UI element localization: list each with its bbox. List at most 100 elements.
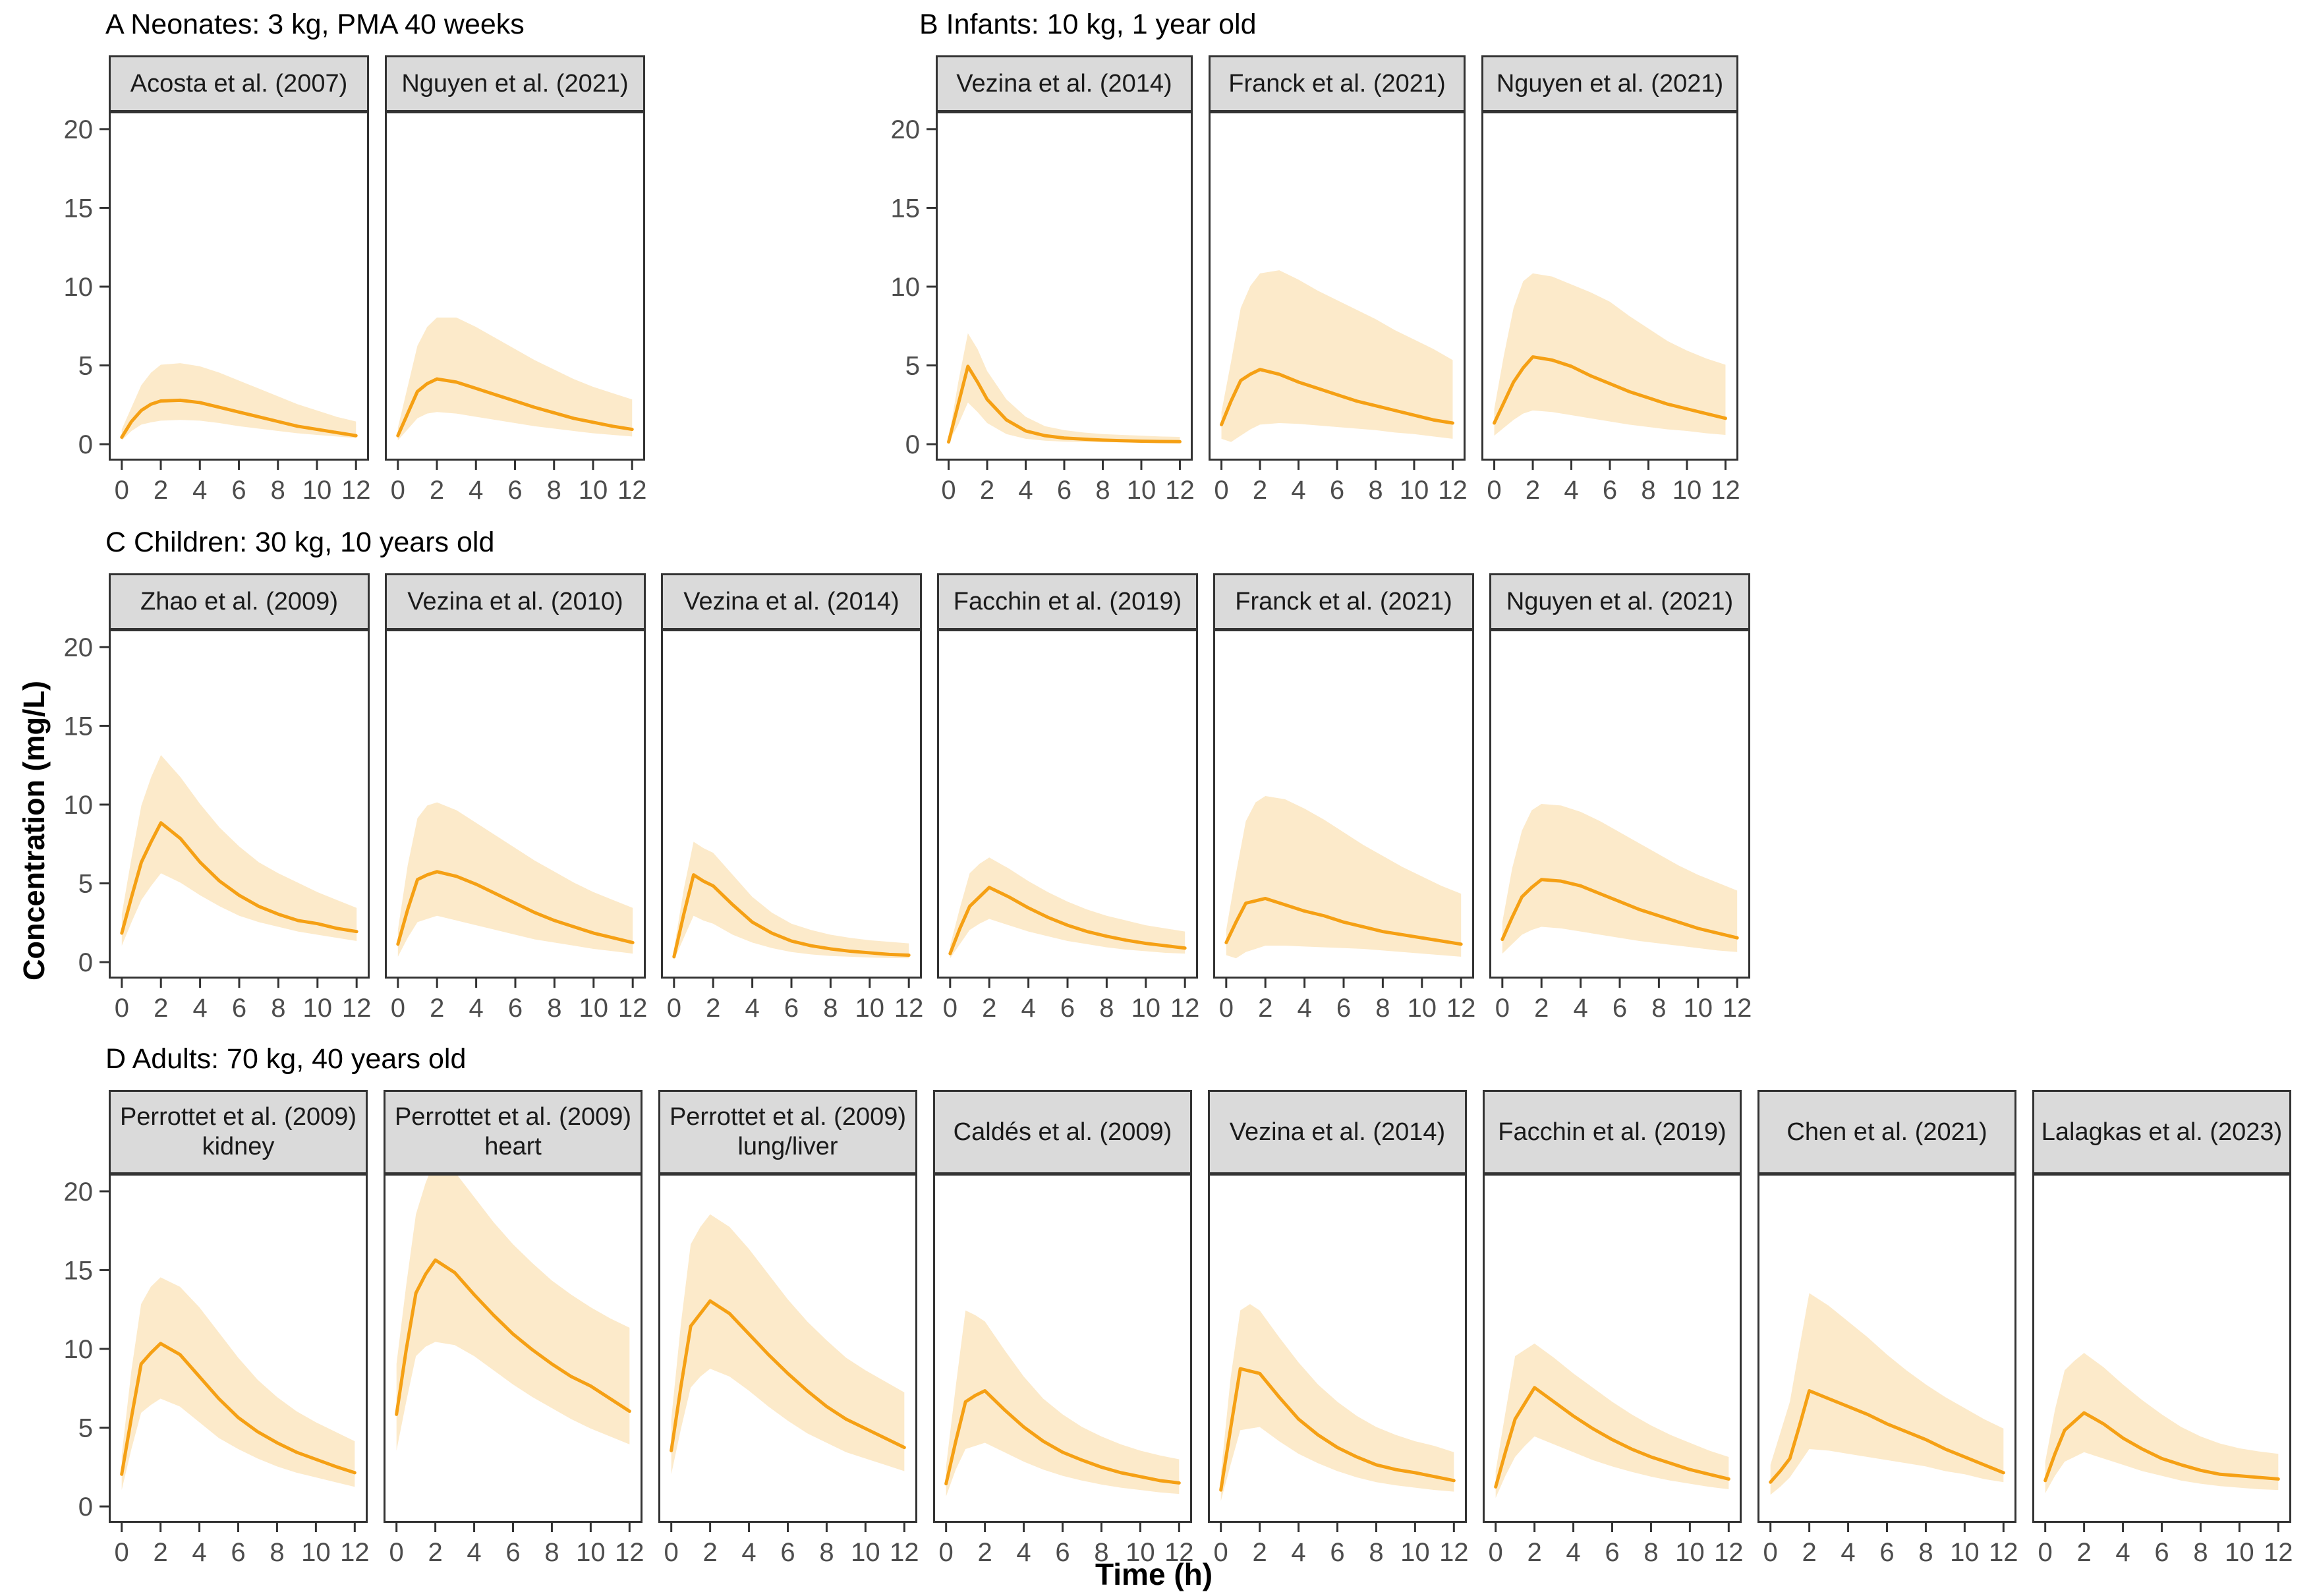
y-tick-label: 0 [78, 948, 93, 977]
x-tick-label: 8 [1375, 994, 1390, 1023]
facet-panel: Lalagkas et al. (2023) 0 2 4 6 8 10 12 [2032, 1090, 2293, 1577]
y-axis-ticks: 0 5 10 15 20 [49, 573, 109, 979]
x-tick-label: 4 [1018, 476, 1033, 505]
median-concentration-line [944, 1389, 1181, 1486]
x-tick-label: 0 [115, 994, 129, 1023]
x-tick-label: 6 [1057, 476, 1071, 505]
x-tick-label: 0 [1487, 476, 1501, 505]
x-tick-label: 8 [547, 476, 561, 505]
facet-strip: Vezina et al. (2010) [385, 573, 646, 630]
facet-study-label: Facchin et al. (2019) [1498, 1118, 1727, 1146]
x-tick-label: 12 [1989, 1538, 2018, 1567]
x-tick-label: 0 [1214, 1538, 1228, 1567]
x-tick-label: 12 [342, 994, 372, 1023]
facet-study-label: Nguyen et al. (2021) [1506, 587, 1734, 615]
y-tick-label: 10 [64, 791, 94, 820]
x-tick-label: 0 [939, 1538, 954, 1567]
prediction-interval-ribbon [397, 317, 633, 441]
x-tick-label: 4 [192, 994, 207, 1023]
x-tick-label: 0 [1219, 994, 1234, 1023]
facet-study-label: Vezina et al. (2014) [1229, 1118, 1446, 1146]
x-tick-label: 12 [1164, 1538, 1194, 1567]
facet-panel: Nguyen et al. (2021) 0 2 4 6 8 10 12 [1489, 573, 1752, 1033]
facet-study-label: Vezina et al. (2010) [407, 587, 623, 615]
panel-group-infants: B Infants: 10 kg, 1 year old 0 5 10 15 20 Vez… [876, 8, 1740, 515]
prediction-interval-ribbon [121, 755, 357, 946]
facet-panel: Vezina et al. (2014) 0 2 4 6 8 10 12 [936, 55, 1195, 515]
x-tick-label: 4 [192, 1538, 206, 1567]
x-tick-label: 12 [1723, 994, 1752, 1023]
concentration-time-plot: 0 2 4 6 8 10 12 [1483, 1174, 1744, 1567]
facet-organ-label: kidney [202, 1133, 275, 1160]
x-tick-label: 12 [1170, 994, 1200, 1023]
prediction-interval-ribbon [673, 841, 909, 960]
x-tick-label: 8 [2193, 1538, 2208, 1567]
x-tick-label: 8 [1641, 476, 1655, 505]
x-tick-label: 2 [1534, 994, 1549, 1023]
x-tick-label: 12 [1714, 1538, 1744, 1567]
facet-study-label: Nguyen et al. (2021) [1496, 69, 1724, 98]
facet-strip: Perrottet et al. (2009) lung/liver [658, 1090, 917, 1174]
median-concentration-line [120, 398, 358, 440]
facet-study-label: Perrottet et al. (2009) [119, 1103, 357, 1131]
facet-study-label: Chen et al. (2021) [1786, 1118, 1987, 1146]
x-tick-label: 2 [153, 1538, 167, 1567]
concentration-time-plot: 0 2 4 6 8 10 12 [109, 111, 370, 505]
prediction-interval-ribbon [2045, 1353, 2279, 1493]
prediction-interval-ribbon [121, 1277, 355, 1491]
median-concentration-line [672, 873, 911, 959]
facet-study-label: Facchin et al. (2019) [953, 587, 1182, 615]
x-tick-label: 2 [1252, 1538, 1267, 1567]
x-tick-label: 0 [1763, 1538, 1778, 1567]
median-concentration-line [1769, 1389, 2005, 1484]
x-tick-label: 4 [745, 994, 759, 1023]
x-tick-label: 4 [1841, 1538, 1855, 1567]
facet-study-label: Acosta et al. (2007) [130, 69, 348, 98]
facet-panel: Perrottet et al. (2009) heart 0 2 4 6 8 10 12 [384, 1090, 644, 1577]
concentration-time-plot: 0 2 4 6 8 10 12 [658, 1174, 919, 1567]
x-tick-label: 12 [894, 994, 924, 1023]
y-tick-label: 10 [64, 273, 94, 302]
prediction-interval-ribbon [1494, 273, 1726, 436]
x-tick-label: 4 [469, 476, 483, 505]
x-tick-label: 0 [115, 476, 129, 505]
x-tick-label: 10 [301, 1538, 331, 1567]
median-concentration-line [2043, 1411, 2280, 1483]
x-tick-label: 10 [851, 1538, 880, 1567]
facet-strip: Facchin et al. (2019) [1483, 1090, 1742, 1174]
x-tick-label: 8 [1651, 994, 1666, 1023]
x-tick-label: 4 [1564, 476, 1578, 505]
x-tick-label: 10 [579, 476, 608, 505]
x-tick-label: 8 [1369, 1538, 1383, 1567]
panel-group-children: C Children: 30 kg, 10 years old 0 5 10 15 20… [49, 526, 1752, 1033]
facet-strip: Vezina et al. (2014) [661, 573, 922, 630]
median-concentration-line [396, 377, 634, 438]
concentration-time-plot: 0 2 4 6 8 10 12 [2032, 1174, 2293, 1567]
prediction-interval-ribbon [946, 1310, 1180, 1496]
concentration-time-plot: 0 2 4 6 8 10 12 [1213, 629, 1475, 1023]
x-tick-label: 6 [784, 994, 799, 1023]
y-tick-label: 20 [891, 115, 921, 144]
x-tick-label: 10 [579, 994, 609, 1023]
x-tick-label: 4 [1016, 1538, 1031, 1567]
y-axis-ticks: 0 5 10 15 20 [49, 55, 109, 461]
x-tick-label: 2 [1258, 994, 1272, 1023]
median-concentration-line [1219, 1367, 1456, 1492]
x-tick-label: 12 [617, 476, 647, 505]
median-concentration-line [1493, 355, 1727, 425]
x-tick-label: 4 [1291, 476, 1305, 505]
x-tick-label: 8 [544, 1538, 559, 1567]
median-concentration-line [948, 886, 1187, 955]
x-tick-label: 10 [855, 994, 885, 1023]
x-tick-label: 10 [1672, 476, 1702, 505]
x-tick-label: 10 [2225, 1538, 2254, 1567]
facet-study-label: Franck et al. (2021) [1228, 69, 1446, 98]
prediction-interval-ribbon [948, 333, 1180, 443]
x-tick-label: 12 [340, 1538, 370, 1567]
x-tick-label: 0 [1489, 1538, 1503, 1567]
x-tick-label: 12 [1165, 476, 1195, 505]
facet-strip: Nguyen et al. (2021) [385, 55, 645, 112]
x-tick-label: 12 [1438, 476, 1468, 505]
x-tick-label: 4 [1566, 1538, 1580, 1567]
facet-strip: Franck et al. (2021) [1209, 55, 1466, 112]
